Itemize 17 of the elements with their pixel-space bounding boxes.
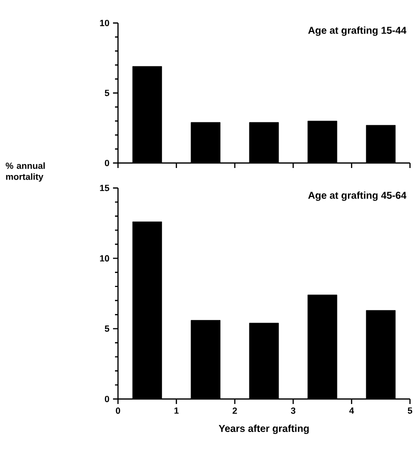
x-tick-label: 2 <box>232 407 238 414</box>
chart-title: Age at grafting 15-44 <box>308 26 406 36</box>
y-tick-label: 10 <box>100 255 110 262</box>
y-tick-label: 0 <box>104 396 110 402</box>
y-tick-label: 10 <box>100 20 110 26</box>
y-tick-label: 15 <box>100 184 110 192</box>
x-tick-label: 4 <box>349 407 354 414</box>
x-axis-title: Years after grafting <box>218 424 309 434</box>
y-axis-title: % annual mortality <box>6 162 45 182</box>
y-tick-label: 0 <box>104 160 110 166</box>
x-tick-label: 5 <box>408 407 412 414</box>
x-tick-label: 3 <box>290 407 296 414</box>
x-tick-label: 1 <box>174 407 179 414</box>
chart-title: Age at grafting 45-64 <box>308 192 406 201</box>
x-tick-label: 0 <box>116 407 120 414</box>
y-tick-label: 5 <box>104 326 110 332</box>
y-tick-label: 5 <box>104 90 110 96</box>
